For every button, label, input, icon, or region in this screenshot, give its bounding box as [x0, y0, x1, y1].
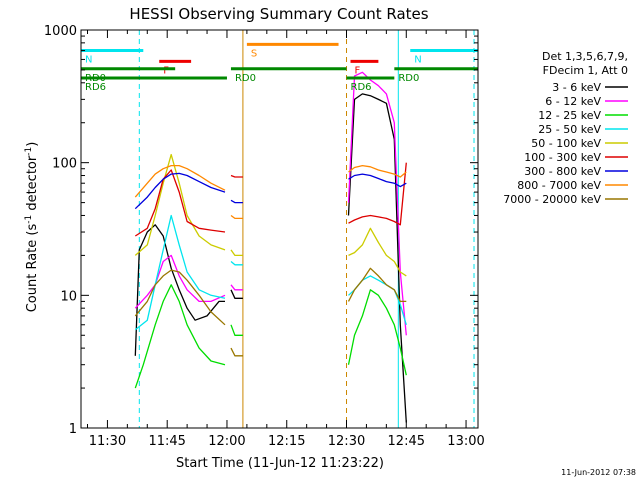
flag-label-1-1: N — [85, 55, 92, 66]
x-tick-label-1: 11:30 — [89, 434, 126, 449]
flag-label-2-2: F — [354, 65, 360, 76]
series-line-6-part-2 — [230, 174, 243, 178]
observing-flags: NNFFSRD0RD0RD0RD6RD6 — [81, 42, 478, 93]
y-axis-label: Count Rate (s-1 detector-1) — [24, 142, 40, 313]
legend-label-4: 25 - 50 keV — [538, 123, 601, 136]
legend-label-5: 50 - 100 keV — [531, 137, 601, 150]
flag-label-5-1: RD6 — [85, 82, 106, 93]
series-line-7-part-2 — [230, 199, 243, 204]
legend-label-1: 3 - 6 keV — [552, 81, 601, 94]
series-line-9-part-2 — [230, 347, 243, 357]
legend-label-7: 300 - 800 keV — [524, 165, 601, 178]
series-line-5-part-2 — [230, 249, 243, 257]
legend-label-8: 800 - 7000 keV — [517, 179, 601, 192]
y-tick-label-2: 10 — [60, 289, 77, 304]
series-line-1-part-2 — [230, 289, 243, 299]
y-tick-label-1: 1 — [69, 422, 77, 437]
series-lines — [134, 71, 407, 423]
legend-label-3: 12 - 25 keV — [538, 109, 601, 122]
flag-label-4-3: RD0 — [398, 73, 419, 84]
y-tick-label-3: 100 — [52, 157, 77, 172]
series-line-3-part-2 — [230, 324, 243, 336]
series-line-9-part-1 — [134, 269, 226, 326]
x-axis-label: Start Time (11-Jun-12 11:23:22) — [176, 456, 384, 471]
plot-frame — [80, 29, 479, 429]
legend-label-6: 100 - 300 keV — [524, 151, 601, 164]
series-line-7-part-1 — [134, 172, 226, 210]
series-line-3-part-1 — [134, 284, 226, 389]
legend-header-2: FDecim 1, Att 0 — [543, 64, 628, 77]
series-line-2-part-2 — [230, 284, 243, 291]
series-line-8-part-3 — [348, 164, 407, 178]
legend: Det 1,3,5,6,7,9,FDecim 1, Att 0 3 - 6 keV… — [503, 50, 628, 206]
series-line-1-part-1 — [134, 224, 225, 356]
series-line-1-part-3 — [347, 93, 407, 423]
timestamp: 11-Jun-2012 07:38 — [561, 468, 636, 477]
x-tick-label-4: 12:15 — [268, 434, 305, 449]
x-tick-label-2: 11:45 — [148, 434, 185, 449]
flag-label-5-2: RD6 — [351, 82, 372, 93]
series-line-8-part-1 — [134, 164, 226, 198]
y-tick-label-4: 1000 — [44, 24, 77, 39]
flag-label-2-1: F — [163, 65, 169, 76]
chart-title: HESSI Observing Summary Count Rates — [129, 5, 428, 23]
x-tick-label-3: 12:00 — [208, 434, 245, 449]
axes: 11:30 11:45 12:00 12:15 12:30 12:45 13:00 1 10 10… — [44, 24, 485, 449]
series-line-7-part-3 — [348, 173, 407, 188]
series-line-6-part-1 — [134, 169, 226, 237]
x-tick-label-7: 13:00 — [447, 434, 484, 449]
series-line-6-part-3 — [348, 162, 407, 226]
series-line-9-part-3 — [347, 267, 407, 303]
flag-label-3-1: S — [251, 48, 257, 59]
series-line-2-part-1 — [134, 254, 226, 309]
x-tick-label-5: 12:30 — [328, 434, 365, 449]
flag-label-1-2: N — [414, 55, 421, 66]
series-line-5-part-3 — [348, 227, 407, 277]
series-line-5-part-1 — [134, 153, 226, 256]
series-line-4-part-1 — [134, 214, 226, 331]
series-line-8-part-2 — [230, 214, 243, 220]
legend-header-1: Det 1,3,5,6,7,9, — [542, 50, 628, 63]
series-line-2-part-3 — [347, 71, 407, 336]
flag-label-4-2: RD0 — [235, 73, 256, 84]
legend-label-9: 7000 - 20000 keV — [503, 193, 601, 206]
x-tick-label-6: 12:45 — [388, 434, 425, 449]
series-line-4-part-2 — [230, 261, 243, 266]
series-line-3-part-3 — [347, 289, 407, 376]
legend-label-2: 6 - 12 keV — [545, 95, 601, 108]
